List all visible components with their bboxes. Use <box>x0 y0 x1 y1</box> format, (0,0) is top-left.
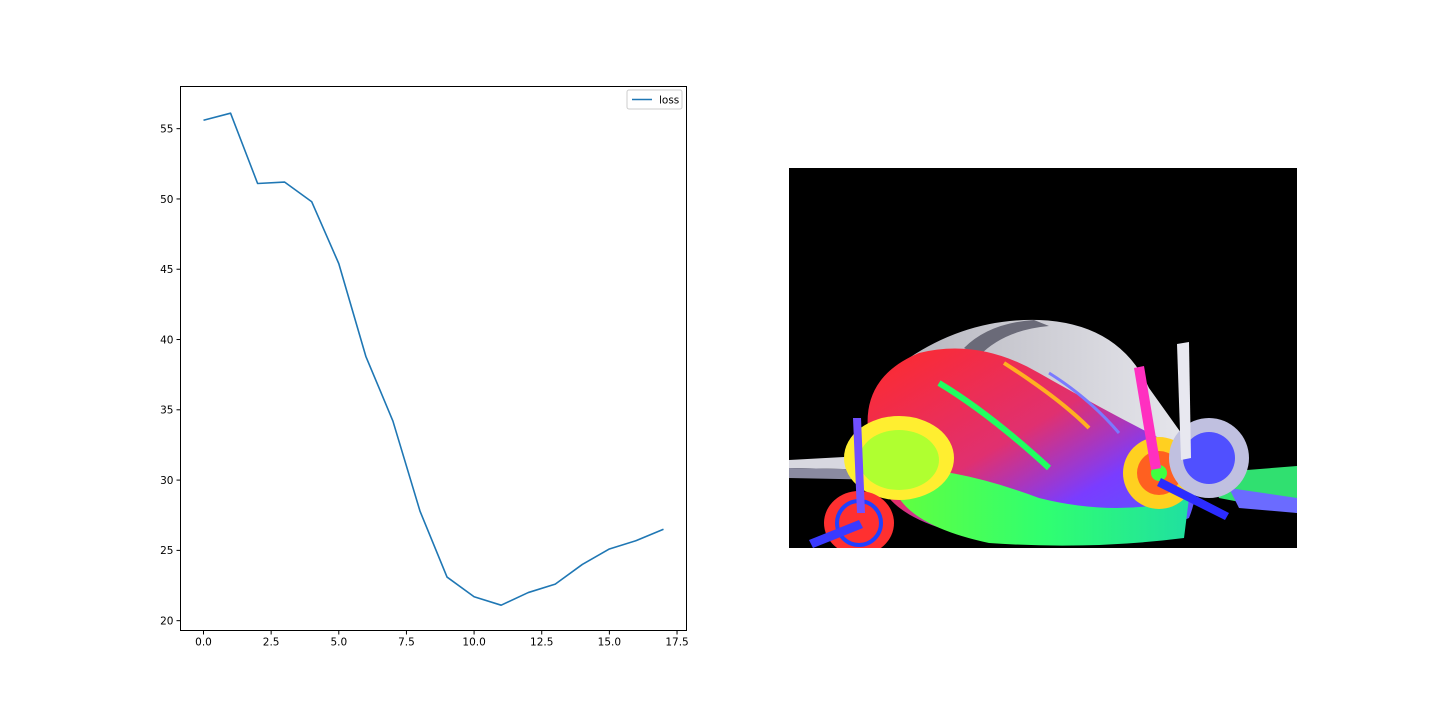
y-tick-label: 30 <box>160 475 173 487</box>
x-tick-label: 0.0 <box>195 637 212 649</box>
y-tick-label: 40 <box>160 334 173 346</box>
loss-chart: 0.0 2.5 5.0 7.5 10.0 12.5 15.0 17.5 20 25 30 35 40 4… <box>160 86 689 649</box>
x-axis: 0.0 2.5 5.0 7.5 10.0 12.5 15.0 17.5 <box>195 630 689 649</box>
airplane-render-image <box>789 168 1297 548</box>
y-tick-label: 20 <box>160 615 173 627</box>
y-tick-label: 45 <box>160 264 173 276</box>
loss-series-line <box>203 112 664 606</box>
y-tick-label: 50 <box>160 194 173 206</box>
x-tick-label: 5.0 <box>330 637 347 649</box>
y-axis: 20 25 30 35 40 45 50 55 <box>160 123 181 627</box>
airplane-normal-map-icon <box>789 319 1297 548</box>
plot-frame <box>180 86 687 631</box>
y-tick-label: 55 <box>160 123 173 135</box>
legend-label: loss <box>659 95 679 107</box>
x-tick-label: 12.5 <box>530 637 553 649</box>
y-tick-label: 35 <box>160 405 173 417</box>
y-tick-label: 25 <box>160 545 173 557</box>
x-tick-label: 2.5 <box>263 637 280 649</box>
legend: loss <box>626 89 683 110</box>
legend-box <box>626 89 683 110</box>
x-tick-label: 15.0 <box>598 637 621 649</box>
x-tick-label: 10.0 <box>462 637 485 649</box>
x-tick-label: 17.5 <box>665 637 688 649</box>
x-tick-label: 7.5 <box>398 637 415 649</box>
